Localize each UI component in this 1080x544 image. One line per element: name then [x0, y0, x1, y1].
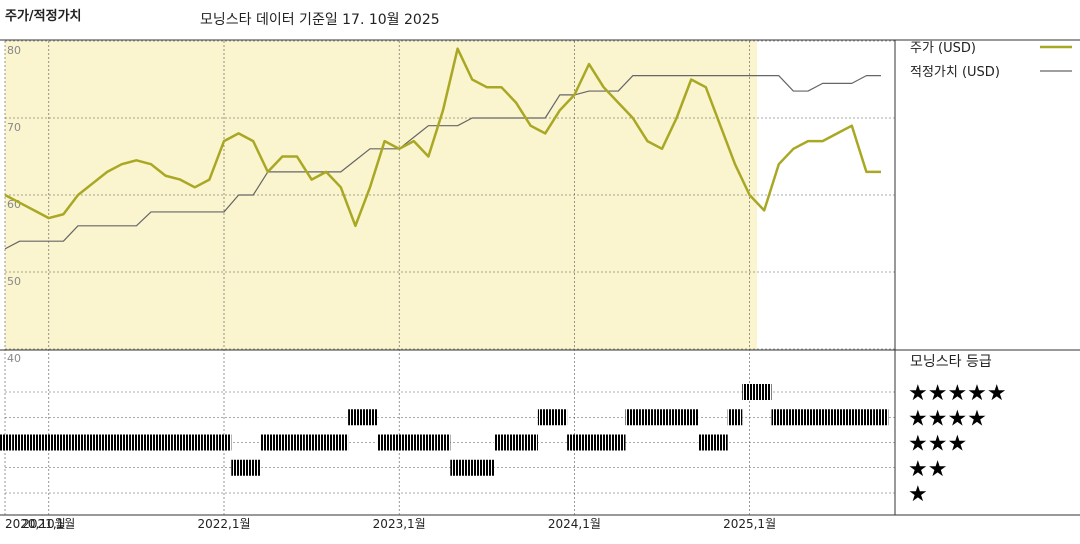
rating-bar [450, 459, 465, 476]
legend-label: 주가 (USD) [910, 41, 976, 56]
rating-label: ★★★★★ [908, 381, 1007, 406]
rating-bar [143, 434, 159, 451]
fair-value-line [4, 75, 881, 250]
rating-bar [231, 459, 246, 476]
rating-bar [70, 434, 86, 451]
rating-bar [114, 434, 130, 451]
rating-bar [625, 409, 641, 426]
rating-bar [567, 434, 582, 451]
rating-bar [406, 434, 422, 451]
rating-bar [640, 409, 655, 426]
rating-bar [26, 434, 42, 451]
rating-bar [815, 409, 830, 426]
rating-bar [523, 434, 538, 451]
plot-background [5, 41, 757, 350]
rating-bar [304, 434, 319, 451]
rating-bar [129, 434, 144, 451]
price-line [4, 47, 881, 228]
rating-bar [552, 409, 568, 426]
rating-bar [158, 434, 173, 451]
rating-bar [859, 409, 874, 426]
rating-bar [494, 434, 509, 451]
rating-bar [348, 409, 363, 426]
rating-bar [85, 434, 100, 451]
rating-bar [479, 459, 495, 476]
x-tick-label: 2020,10월 [5, 517, 66, 531]
y-tick-label: 40 [7, 352, 21, 365]
rating-label: ★★★ [908, 432, 967, 457]
rating-bar [435, 434, 451, 451]
y-tick-label: 70 [7, 121, 21, 134]
rating-bar [786, 409, 801, 426]
rating-bar [172, 434, 188, 451]
rating-bar [56, 434, 71, 451]
y-tick-label: 80 [7, 44, 21, 57]
rating-bar [421, 434, 436, 451]
rating-bar [683, 409, 699, 426]
rating-bar [654, 409, 670, 426]
rating-bar [596, 434, 611, 451]
rating-bar [318, 434, 334, 451]
x-tick-label: 2022,1월 [197, 517, 250, 531]
rating-bar [12, 434, 27, 451]
rating-bar [727, 409, 743, 426]
x-tick-label: 2025,1월 [723, 517, 776, 531]
rating-bar [0, 434, 13, 451]
rating-bar [333, 434, 349, 451]
rating-bar [829, 409, 845, 426]
rating-bar [464, 459, 480, 476]
rating-bar [581, 434, 597, 451]
chart-subtitle: 모닝스타 데이터 기준일 17. 10월 2025 [200, 12, 440, 28]
rating-bar [377, 434, 392, 451]
rating-bar [289, 434, 305, 451]
rating-bar [756, 384, 772, 400]
rating-bar [742, 384, 757, 400]
x-tick-label: 2021,1월 [22, 517, 75, 531]
rating-bar [844, 409, 860, 426]
rating-bar [873, 409, 889, 426]
rating-bar [41, 434, 57, 451]
rating-bar [275, 434, 290, 451]
rating-bar [508, 434, 524, 451]
rating-bar [391, 434, 407, 451]
rating-bar [713, 434, 728, 451]
rating-bar [260, 434, 276, 451]
rating-bar [771, 409, 787, 426]
rating-bar [610, 434, 626, 451]
rating-bar [216, 434, 232, 451]
rating-label: ★ [908, 482, 928, 507]
rating-bar [669, 409, 684, 426]
rating-bar [245, 459, 261, 476]
legend-label: 적정가치 (USD) [910, 65, 1000, 80]
rating-bar [698, 434, 714, 451]
rating-title: 모닝스타 등급 [910, 354, 992, 370]
chart-title: 주가/적정가치 [5, 8, 82, 24]
rating-label: ★★ [908, 457, 947, 482]
rating-bar [202, 434, 217, 451]
rating-bar [99, 434, 115, 451]
x-tick-label: 2023,1월 [373, 517, 426, 531]
y-tick-label: 50 [7, 275, 21, 288]
rating-bar [537, 409, 553, 426]
rating-label: ★★★★ [908, 406, 987, 431]
rating-bar [187, 434, 203, 451]
rating-bar [362, 409, 378, 426]
rating-bar [800, 409, 816, 426]
x-tick-label: 2024,1월 [548, 517, 601, 531]
